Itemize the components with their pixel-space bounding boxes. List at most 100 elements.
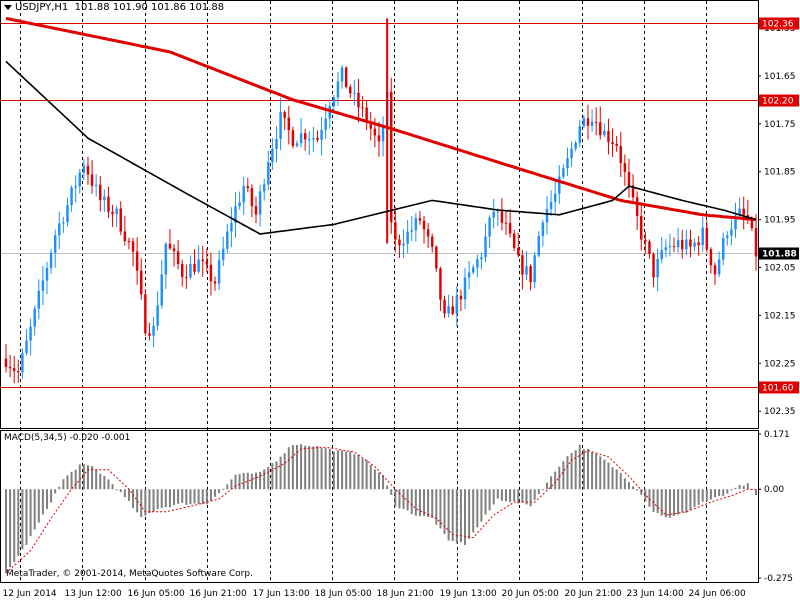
x-tick-label: 20 Jun 21:00 xyxy=(565,589,622,599)
candle-body xyxy=(619,146,622,164)
candle-body xyxy=(672,246,676,248)
candle-body xyxy=(70,187,73,206)
candle-body xyxy=(4,358,8,367)
macd-bar xyxy=(140,489,143,518)
macd-bar xyxy=(193,489,196,504)
macd-bar xyxy=(246,472,249,490)
macd-bar xyxy=(365,459,368,490)
macd-bar xyxy=(156,489,159,510)
macd-bar xyxy=(13,489,16,563)
macd-bar xyxy=(533,489,536,500)
macd-bar xyxy=(9,489,12,568)
candle-body xyxy=(258,191,262,215)
macd-bar xyxy=(230,479,233,490)
macd-bar xyxy=(410,489,413,515)
macd-bar xyxy=(730,489,733,491)
candle-body xyxy=(230,222,233,232)
macd-bar xyxy=(242,473,245,490)
candle-body xyxy=(496,211,500,213)
candle-body xyxy=(226,231,229,249)
macd-bar xyxy=(505,489,507,502)
macd-bar xyxy=(701,489,704,502)
macd-bar xyxy=(17,489,20,556)
candle-body xyxy=(181,264,184,277)
macd-bar xyxy=(185,489,188,505)
candle-body xyxy=(316,137,319,140)
candle-body xyxy=(283,112,286,118)
macd-bar xyxy=(660,489,663,516)
level-price-tag xyxy=(759,17,799,30)
macd-bar xyxy=(431,489,434,518)
current-price-tag xyxy=(759,247,799,260)
macd-bar xyxy=(529,489,532,507)
candle-body xyxy=(119,208,122,232)
candle-body xyxy=(140,270,143,295)
candle-body xyxy=(242,186,245,203)
candle-body xyxy=(603,130,606,136)
macd-bar xyxy=(480,489,483,522)
candle-body xyxy=(615,143,618,147)
candle-body xyxy=(131,241,135,252)
macd-bar xyxy=(275,461,278,490)
macd-bar xyxy=(107,479,110,490)
collapse-triangle-icon[interactable] xyxy=(4,4,12,10)
y-tick-label: 101.85 xyxy=(764,168,796,178)
candle-body xyxy=(566,158,569,169)
macd-bar xyxy=(209,489,212,502)
candle-body xyxy=(33,308,36,327)
candle-body xyxy=(94,184,98,186)
macd-bar xyxy=(271,463,274,490)
candle-body xyxy=(402,243,405,246)
macd-bar xyxy=(476,489,479,528)
macd-histogram xyxy=(5,444,757,573)
macd-bar xyxy=(386,485,389,490)
macd-bar xyxy=(681,489,684,513)
macd-bar xyxy=(685,489,688,513)
macd-signal-line xyxy=(5,446,757,574)
candle-body xyxy=(418,218,422,221)
candle-body xyxy=(504,222,508,224)
candle-body xyxy=(21,353,24,373)
macd-bar xyxy=(423,489,426,516)
macd-bar xyxy=(447,489,450,541)
candle-body xyxy=(681,240,684,250)
macd-bar xyxy=(255,472,257,490)
candle-body xyxy=(107,196,110,212)
macd-bar xyxy=(488,489,491,511)
candle-body xyxy=(332,97,336,107)
macd-bar xyxy=(148,489,151,514)
macd-bar xyxy=(144,489,147,516)
candle-body xyxy=(570,148,573,159)
candle-body xyxy=(353,92,356,94)
macd-bar xyxy=(406,489,409,511)
candle-body xyxy=(365,107,368,122)
candle-body xyxy=(234,206,237,223)
candle-body xyxy=(213,281,217,284)
macd-bar xyxy=(619,473,622,490)
y-tick-label: 101.95 xyxy=(764,216,796,226)
macd-bar xyxy=(123,489,126,498)
symbol-label: USDJPY,H1 xyxy=(15,2,69,13)
candle-body xyxy=(447,306,450,314)
macd-bar xyxy=(132,489,135,509)
candle-body xyxy=(578,126,581,143)
macd-bar xyxy=(382,475,385,490)
macd-bar xyxy=(160,489,163,508)
macd-bar xyxy=(398,489,401,509)
candle-body xyxy=(287,117,291,131)
candle-body xyxy=(267,162,270,185)
macd-bar xyxy=(214,489,217,497)
macd-bar xyxy=(644,489,647,502)
macd-bar xyxy=(357,454,360,490)
price-panel-frame xyxy=(0,0,759,429)
macd-bar xyxy=(734,487,737,490)
macd-bar xyxy=(29,489,32,537)
level-price-tag xyxy=(759,381,799,394)
x-tick-label: 20 Jun 05:00 xyxy=(502,589,559,599)
macd-bar xyxy=(226,484,229,490)
candle-body xyxy=(414,218,418,231)
macd-bar xyxy=(21,489,24,550)
macd-bar xyxy=(78,464,81,490)
candle-body xyxy=(135,251,139,271)
